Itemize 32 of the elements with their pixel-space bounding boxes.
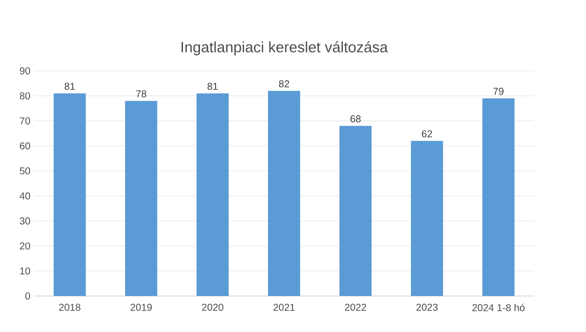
x-tick-label: 2023 — [416, 304, 438, 311]
y-tick-label: 20 — [20, 242, 30, 250]
data-label: 62 — [422, 130, 432, 138]
bar — [54, 93, 86, 296]
y-tick-label: 10 — [20, 267, 30, 275]
y-tick-label: 50 — [20, 167, 30, 174]
data-label: 79 — [493, 88, 504, 95]
data-label: 68 — [350, 115, 361, 122]
bar — [410, 140, 444, 296]
x-tick-label: 2021 — [274, 304, 295, 311]
x-tick-label: 2024 1-8 hó — [472, 304, 525, 312]
bar — [482, 98, 515, 296]
y-tick-label: 80 — [20, 92, 30, 100]
y-tick-label: 90 — [20, 67, 30, 74]
x-tick-label: 2022 — [344, 304, 366, 311]
data-label: 81 — [208, 82, 218, 90]
bar — [125, 100, 158, 296]
bar — [196, 93, 229, 296]
y-tick-label: 70 — [20, 117, 30, 124]
chart-title: Ingatlanpiaci kereslet változása — [182, 41, 388, 56]
y-tick-label: 40 — [20, 192, 30, 200]
y-tick-label: 60 — [20, 142, 30, 150]
x-tick-label: 2018 — [59, 304, 80, 311]
bar — [268, 90, 300, 296]
data-label: 81 — [64, 82, 75, 90]
y-tick-label: 0 — [25, 292, 30, 300]
bar — [339, 126, 372, 296]
data-label: 78 — [136, 90, 146, 98]
data-label: 82 — [278, 80, 290, 88]
x-tick-label: 2019 — [130, 304, 152, 311]
y-tick-label: 30 — [20, 217, 30, 224]
x-tick-label: 2020 — [202, 304, 224, 311]
